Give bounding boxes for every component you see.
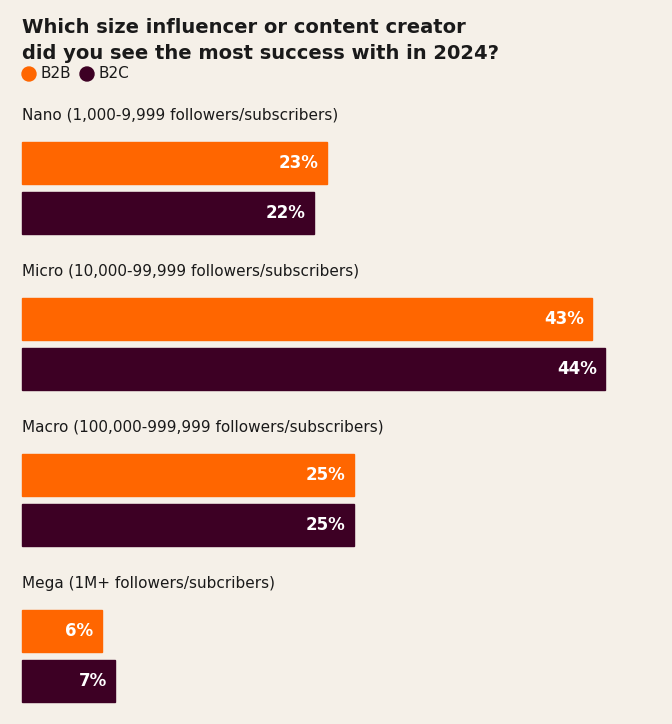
Bar xyxy=(22,660,115,702)
Circle shape xyxy=(80,67,94,81)
Bar xyxy=(22,298,592,340)
Bar xyxy=(22,142,327,184)
Text: B2C: B2C xyxy=(98,67,129,82)
Text: 25%: 25% xyxy=(306,516,345,534)
Bar xyxy=(22,454,353,496)
Bar xyxy=(22,348,605,390)
Bar xyxy=(22,504,353,546)
Text: Mega (1M+ followers/subcribers): Mega (1M+ followers/subcribers) xyxy=(22,576,275,591)
Text: Micro (10,000-99,999 followers/subscribers): Micro (10,000-99,999 followers/subscribe… xyxy=(22,264,359,279)
Text: Which size influencer or content creator: Which size influencer or content creator xyxy=(22,18,466,37)
Text: 43%: 43% xyxy=(544,310,584,328)
Circle shape xyxy=(22,67,36,81)
Text: did you see the most success with in 2024?: did you see the most success with in 202… xyxy=(22,44,499,63)
Bar xyxy=(22,610,101,652)
Text: 22%: 22% xyxy=(266,204,306,222)
Text: 7%: 7% xyxy=(79,672,107,690)
Text: 6%: 6% xyxy=(65,622,93,640)
Text: Macro (100,000-999,999 followers/subscribers): Macro (100,000-999,999 followers/subscri… xyxy=(22,420,384,435)
Text: B2B: B2B xyxy=(40,67,71,82)
Bar xyxy=(22,192,314,234)
Text: 44%: 44% xyxy=(558,360,597,378)
Text: Nano (1,000-9,999 followers/subscribers): Nano (1,000-9,999 followers/subscribers) xyxy=(22,108,338,123)
Text: 25%: 25% xyxy=(306,466,345,484)
Text: 23%: 23% xyxy=(279,154,319,172)
